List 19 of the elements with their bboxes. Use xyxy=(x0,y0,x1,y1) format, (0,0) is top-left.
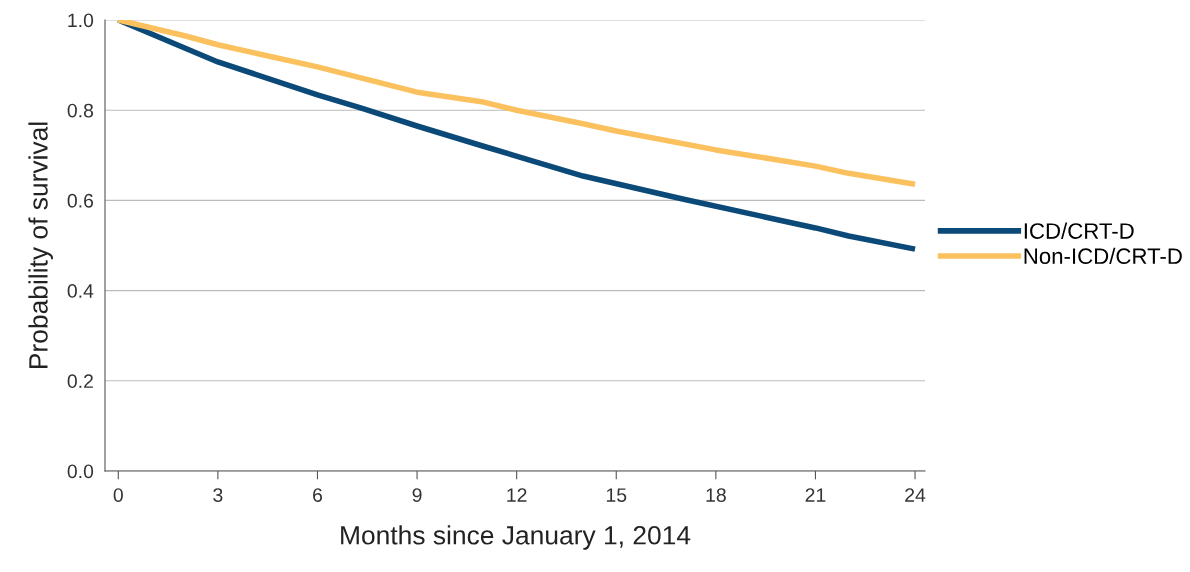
legend-label: ICD/CRT-D xyxy=(1024,222,1134,239)
x-axis-title: Months since January 1, 2014 xyxy=(341,525,691,550)
legend-label: Non-ICD/CRT-D xyxy=(1024,247,1182,265)
y-axis-title: Probability of survival xyxy=(28,122,53,368)
y-tick-label: 1.0 xyxy=(68,13,94,28)
y-tick-label: 0.4 xyxy=(67,284,94,298)
x-tick-label: 24 xyxy=(905,488,926,502)
x-tick-label: 15 xyxy=(606,488,627,502)
x-tick-label: 3 xyxy=(213,488,223,502)
x-tick-label: 9 xyxy=(412,488,422,502)
y-tick-label: 0.2 xyxy=(67,374,93,389)
x-tick-label: 6 xyxy=(313,488,323,502)
x-tick-label: 21 xyxy=(805,488,826,502)
x-tick-label: 12 xyxy=(507,488,527,502)
y-tick-label: 0.0 xyxy=(67,464,94,479)
x-tick-label: 18 xyxy=(706,488,726,502)
y-tick-label: 0.6 xyxy=(67,193,94,208)
y-tick-label: 0.8 xyxy=(67,103,94,118)
x-tick-label: 0 xyxy=(113,488,123,502)
